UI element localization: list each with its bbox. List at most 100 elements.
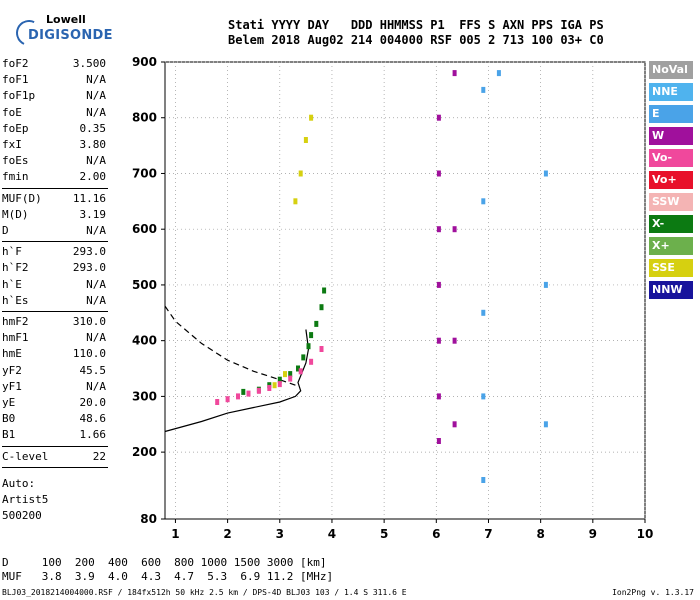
param-value: 293.0: [72, 245, 106, 259]
param-row: yF1 N/A: [2, 379, 106, 395]
param-label: B0: [2, 412, 16, 426]
param-value: 3.500: [72, 57, 106, 70]
param-row: h`F2 293.0: [2, 260, 106, 276]
curve-profile: [164, 329, 310, 433]
param-value: 2.00: [79, 170, 107, 184]
param-value: 48.6: [79, 412, 107, 426]
legend-item-sse: SSE: [649, 259, 693, 277]
x-tick-label: 4: [328, 527, 336, 541]
echo-point-vo-: [225, 396, 230, 403]
param-row: C-level 22: [2, 449, 106, 465]
param-label: foEs: [2, 154, 29, 168]
param-value: N/A: [86, 105, 106, 119]
legend-item-vo-: Vo-: [649, 149, 693, 167]
param-label: hmE: [2, 347, 22, 361]
param-value: 22: [92, 449, 106, 463]
echo-point-x-: [309, 332, 314, 339]
param-value: 0.35: [79, 121, 107, 135]
param-value: 20.0: [79, 396, 107, 409]
echo-point-vo-: [236, 393, 240, 400]
logo-digisonde-text: DIGISONDE: [28, 28, 113, 43]
header-field-values: Belem 2018 Aug02 214 004000 RSF 005 2 71…: [228, 33, 604, 47]
echo-point-w: [436, 114, 441, 121]
param-value: N/A: [86, 224, 106, 237]
param-separator: [2, 311, 108, 312]
param-label: foF1p: [2, 89, 36, 103]
param-row: hmF2 310.0: [2, 314, 106, 330]
param-label: M(D): [2, 207, 29, 221]
header-field-names: Stati YYYY DAY DDD HHMMSS P1 FFS S AXN P…: [228, 18, 604, 32]
muf-row: MUF 3.8 3.9 4.0 4.3 4.7 5.3 6.9 11.2 [MH…: [2, 570, 334, 583]
param-label: foEp: [2, 121, 29, 135]
autoscaling-line: Artist5: [2, 492, 49, 506]
param-row: MUF(D) 11.16: [2, 191, 106, 207]
param-row: h`E N/A: [2, 277, 106, 293]
echo-point-w: [436, 170, 441, 177]
param-label: yF2: [2, 363, 22, 377]
param-row: yF2 45.5: [2, 363, 106, 379]
param-label: foF2: [2, 57, 29, 70]
x-tick-label: 9: [589, 527, 597, 541]
y-tick-label: 900: [132, 55, 157, 69]
echo-point-e: [481, 477, 486, 483]
plot-frame: [164, 61, 646, 520]
param-row: foF1 N/A: [2, 72, 106, 88]
param-value: N/A: [86, 331, 106, 345]
param-value: 3.19: [79, 207, 107, 221]
param-value: N/A: [86, 379, 106, 393]
param-row: yE 20.0: [2, 395, 106, 411]
echo-point-e: [481, 198, 486, 205]
echo-point-vo-: [246, 390, 251, 397]
param-separator: [2, 241, 108, 243]
echo-point-w: [452, 421, 457, 428]
param-label: h`F2: [2, 261, 29, 275]
param-value: 3.80: [79, 138, 107, 151]
param-row: foE N/A: [2, 105, 106, 121]
param-value: 310.0: [72, 315, 106, 328]
echo-point-sse: [298, 170, 303, 177]
param-label: MUF(D): [2, 191, 42, 205]
param-value: 1.66: [79, 428, 107, 442]
param-label: foE: [2, 105, 22, 119]
y-tick-label: 300: [132, 389, 157, 403]
echo-point-x-: [322, 287, 327, 294]
x-tick-label: 10: [637, 527, 654, 541]
legend-item-ssw: SSW: [649, 193, 693, 211]
param-separator: [2, 187, 108, 189]
x-tick-label: 3: [276, 527, 284, 541]
param-value: N/A: [86, 293, 106, 307]
y-tick-label: 400: [132, 334, 157, 348]
param-row: D N/A: [2, 223, 106, 239]
param-row: h`F 293.0: [2, 244, 106, 260]
param-value: 11.16: [72, 191, 106, 205]
legend-item-e: E: [649, 105, 693, 123]
echo-point-x-: [301, 354, 306, 361]
version-label: Ion2Png v. 1.3.17: [612, 588, 694, 597]
param-separator: [2, 466, 108, 468]
echo-point-x-: [306, 343, 311, 350]
x-tick-label: 6: [432, 527, 440, 541]
echo-point-sse: [309, 114, 314, 121]
param-label: B1: [2, 428, 16, 442]
echo-point-e: [481, 86, 486, 93]
param-row: foEp 0.35: [2, 121, 106, 137]
echo-point-w: [436, 337, 441, 344]
param-label: h`E: [2, 277, 22, 291]
echo-point-x-: [319, 304, 324, 311]
y-tick-label: 80: [140, 512, 157, 526]
echo-point-x-: [241, 388, 246, 395]
echo-point-sse: [272, 382, 277, 389]
param-row: foF2 3.500: [2, 56, 106, 72]
param-label: h`F: [2, 245, 22, 259]
param-value: N/A: [86, 277, 106, 291]
param-label: hmF1: [2, 331, 29, 345]
echo-point-e: [496, 70, 501, 77]
param-row: B0 48.6: [2, 411, 106, 427]
echo-point-sse: [283, 371, 287, 378]
x-tick-label: 8: [536, 527, 544, 541]
echo-point-w: [452, 70, 457, 77]
echo-point-vo-: [319, 346, 324, 352]
echo-point-w: [436, 393, 441, 400]
autoscaling-line: Auto:: [2, 476, 36, 490]
x-tick-label: 1: [171, 527, 179, 541]
